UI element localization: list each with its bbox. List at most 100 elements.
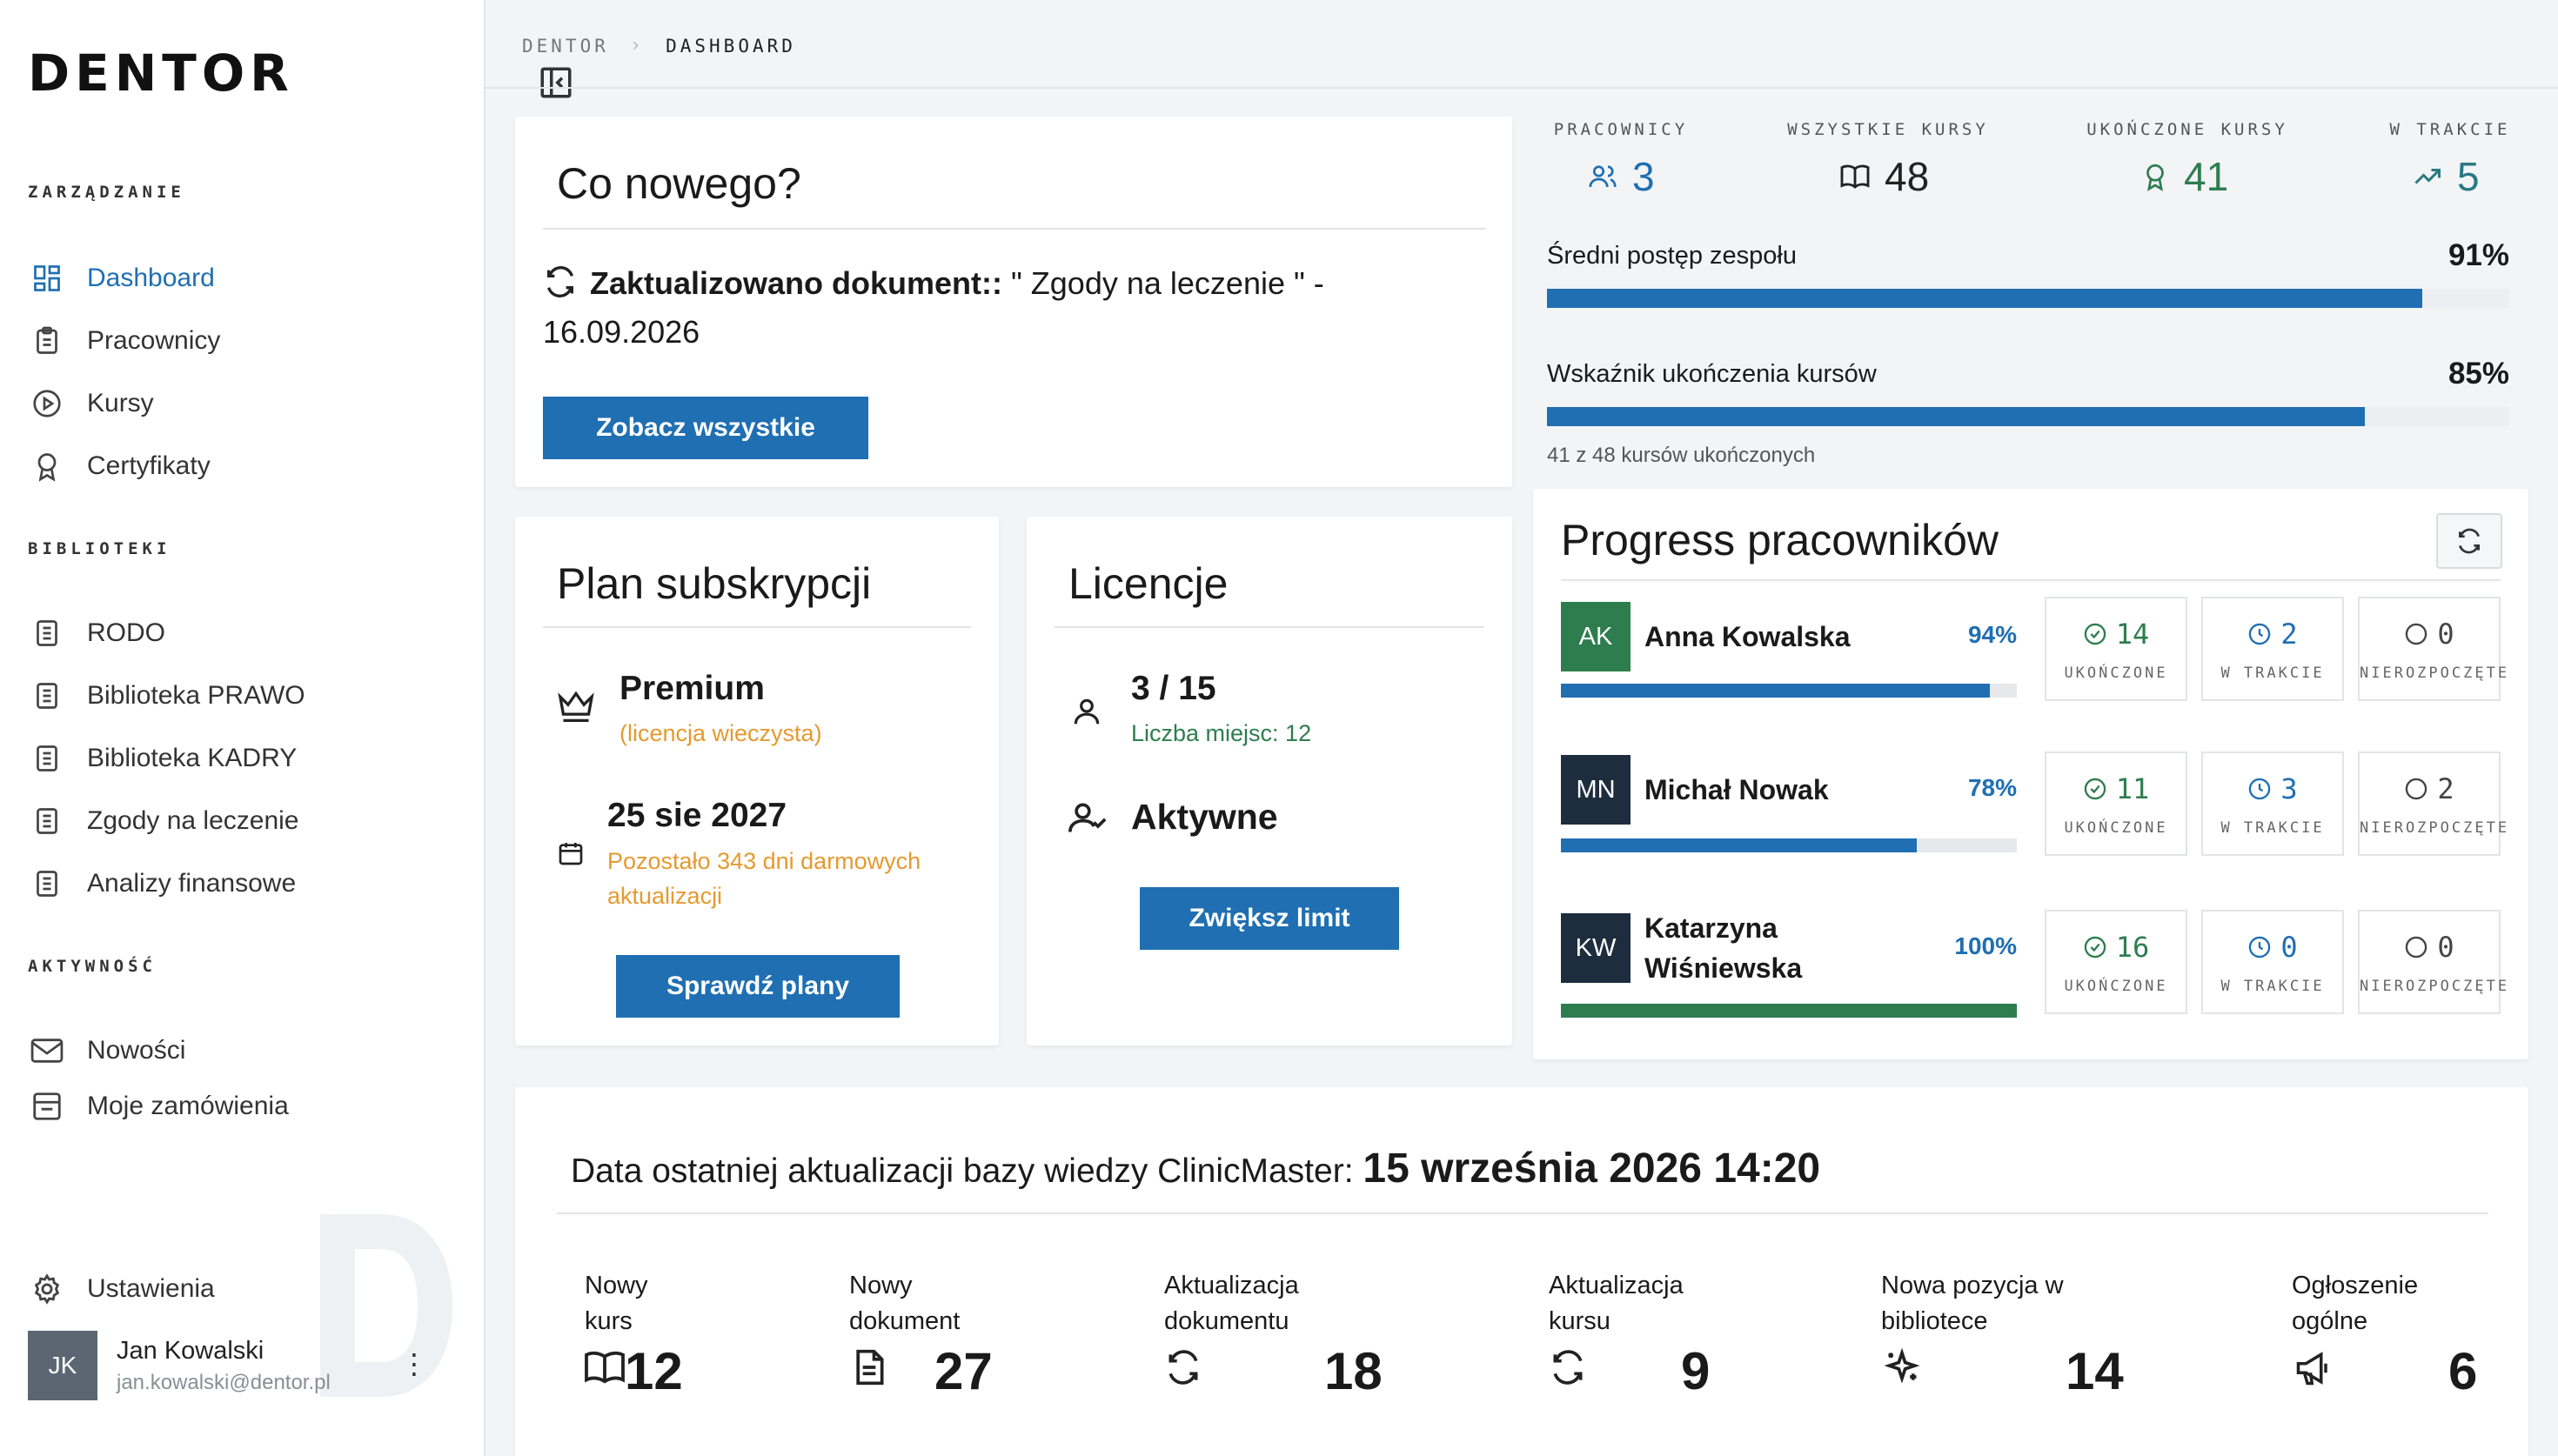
sidebar-item-rodo[interactable]: RODO xyxy=(28,607,463,659)
completion-rate-fill xyxy=(1547,407,2366,426)
brand-logo[interactable]: DENTOR xyxy=(28,43,294,103)
stat-in-progress-value: 5 xyxy=(2457,154,2480,199)
not-started-count: 0 xyxy=(2437,931,2454,964)
breadcrumb-separator: › xyxy=(629,35,646,57)
kb-stat-label: Nowy kurs xyxy=(585,1268,648,1339)
not-started-label: NIEROZPOCZĘTE xyxy=(2360,978,2510,995)
completed-count: 14 xyxy=(2115,618,2150,651)
dashboard-icon xyxy=(28,259,66,297)
in-progress-label: W TRAKCIE xyxy=(2220,665,2325,682)
refresh-progress-button[interactable] xyxy=(2436,513,2502,569)
mail-icon xyxy=(28,1032,66,1070)
kb-stat-value: 14 xyxy=(2066,1342,2124,1400)
kb-stat-label-line-2: dokumentu xyxy=(1164,1307,1289,1335)
completion-rate-label: Wskaźnik ukończenia kursów xyxy=(1547,360,1877,388)
completed-count: 11 xyxy=(2115,772,2150,805)
license-status: Aktywne xyxy=(1131,797,1278,837)
renewal-note: Pozostało 343 dni darmowych aktualizacji xyxy=(607,844,921,913)
news-item[interactable]: Zaktualizowano dokument:: " Zgody na lec… xyxy=(543,259,1483,357)
kb-stat-label-line-1: Nowy xyxy=(585,1272,648,1299)
stat-in-progress: 5 xyxy=(2412,153,2480,200)
not-started-count-box: 0 NIEROZPOCZĘTE xyxy=(2358,910,2510,1014)
employee-progress-fill xyxy=(1561,838,1917,852)
sidebar-item-ustawienia[interactable]: Ustawienia xyxy=(28,1263,463,1315)
sidebar-item-nowosci[interactable]: Nowości xyxy=(28,1025,463,1077)
employee-percent: 78% xyxy=(1967,774,2017,801)
knowledge-base-card: Data ostatniej aktualizacji bazy wiedzy … xyxy=(515,1087,2528,1456)
avg-progress-fill xyxy=(1547,289,2423,308)
stat-completed-value: 41 xyxy=(2184,154,2229,199)
user-profile[interactable]: JK Jan Kowalski jan.kowalski@dentor.pl ⋮ xyxy=(28,1331,454,1400)
completed-label: UKOŃCZONE xyxy=(2064,819,2168,837)
sidebar-item-certyfikaty[interactable]: Certyfikaty xyxy=(28,440,463,492)
employee-progress-bar xyxy=(1561,684,2017,698)
sidebar-collapse-button[interactable] xyxy=(538,64,574,101)
kb-stat-label-line-1: Aktualizacja xyxy=(1164,1272,1299,1299)
stat-employees-value: 3 xyxy=(1632,154,1655,199)
sidebar-item-zgody[interactable]: Zgody na leczenie xyxy=(28,795,463,847)
completed-label: UKOŃCZONE xyxy=(2064,665,2168,682)
stat-in-progress-label: W TRAKCIE xyxy=(2389,120,2511,139)
sidebar-item-kursy[interactable]: Kursy xyxy=(28,377,463,430)
sidebar-item-label: Pracownicy xyxy=(87,326,221,355)
sidebar-item-label: Certyfikaty xyxy=(87,451,211,480)
completion-rate-bar xyxy=(1547,407,2509,426)
sidebar-item-label: Biblioteka PRAWO xyxy=(87,681,305,710)
sidebar-item-biblioteka-prawo[interactable]: Biblioteka PRAWO xyxy=(28,670,463,722)
breadcrumb-root[interactable]: DENTOR xyxy=(522,35,609,57)
check-plans-button[interactable]: Sprawdź plany xyxy=(616,955,900,1018)
see-all-button[interactable]: Zobacz wszystkie xyxy=(543,397,868,459)
orders-icon xyxy=(28,1087,66,1125)
sidebar-item-label: Dashboard xyxy=(87,264,215,292)
sidebar-item-dashboard[interactable]: Dashboard xyxy=(28,252,463,304)
sidebar-item-biblioteka-kadry[interactable]: Biblioteka KADRY xyxy=(28,732,463,785)
nav-section-activity: AKTYWNOŚĆ xyxy=(28,957,157,976)
plan-note: (licencja wieczysta) xyxy=(619,720,822,746)
sidebar-item-analizy[interactable]: Analizy finansowe xyxy=(28,858,463,910)
stat-all-courses-label: WSZYSTKIE KURSY xyxy=(1787,120,1989,139)
user-menu-button[interactable]: ⋮ xyxy=(400,1348,428,1379)
refresh-icon xyxy=(2459,528,2480,554)
kb-update-date: 15 września 2026 14:20 xyxy=(1363,1145,1821,1192)
gear-icon xyxy=(28,1270,66,1308)
avg-progress-label: Średni postęp zespołu xyxy=(1547,242,1797,270)
employee-name: Katarzyna Wiśniewska xyxy=(1644,908,1802,988)
sidebar-item-pracownicy[interactable]: Pracownicy xyxy=(28,315,463,367)
sidebar-item-zamowienia[interactable]: Moje zamówienia xyxy=(28,1080,463,1132)
kb-title: Data ostatniej aktualizacji bazy wiedzy … xyxy=(571,1145,1820,1192)
in-progress-count-box: 3 W TRAKCIE xyxy=(2201,751,2344,856)
sidebar-item-label: Biblioteka KADRY xyxy=(87,744,298,772)
library-doc-icon xyxy=(28,802,66,840)
employee-name: Michał Nowak xyxy=(1644,770,1829,810)
play-circle-icon xyxy=(28,384,66,423)
employee-avatar: AK xyxy=(1561,602,1631,671)
breadcrumb-current: DASHBOARD xyxy=(666,35,796,57)
sparkle-icon xyxy=(1883,1348,1921,1386)
not-started-label: NIEROZPOCZĘTE xyxy=(2360,819,2510,837)
employee-name: Anna Kowalska xyxy=(1644,617,1851,657)
refresh-icon xyxy=(1549,1348,1587,1386)
in-progress-count: 0 xyxy=(2280,931,2298,964)
library-doc-icon xyxy=(28,614,66,652)
clock-icon xyxy=(2249,778,2271,800)
not-started-label: NIEROZPOCZĘTE xyxy=(2360,665,2510,682)
employee-progress-bar xyxy=(1561,838,2017,852)
employee-name-line-1: Katarzyna xyxy=(1644,912,1778,944)
kb-stat-label: Ogłoszenie ogólne xyxy=(2292,1268,2418,1339)
stat-completed-label: UKOŃCZONE KURSY xyxy=(2086,120,2288,139)
panel-collapse-icon xyxy=(540,67,572,98)
check-circle-icon xyxy=(2084,623,2106,645)
employee-percent: 94% xyxy=(1967,621,2017,648)
renewal-date: 25 sie 2027 xyxy=(607,797,787,834)
stat-employees-label: PRACOWNICY xyxy=(1553,120,1689,139)
kb-stat-label-line-1: Aktualizacja xyxy=(1549,1272,1684,1299)
brand-watermark-icon xyxy=(320,1214,452,1397)
kb-stat-value: 27 xyxy=(934,1342,993,1400)
increase-limit-button[interactable]: Zwiększ limit xyxy=(1140,887,1399,950)
kb-stat-label-line-2: dokument xyxy=(849,1307,961,1335)
in-progress-count-box: 2 W TRAKCIE xyxy=(2201,597,2344,701)
avatar: JK xyxy=(28,1331,97,1400)
sidebar-item-label: Ustawienia xyxy=(87,1274,215,1303)
sidebar-item-label: Zgody na leczenie xyxy=(87,806,299,835)
nav-section-management: ZARZĄDZANIE xyxy=(28,183,185,202)
